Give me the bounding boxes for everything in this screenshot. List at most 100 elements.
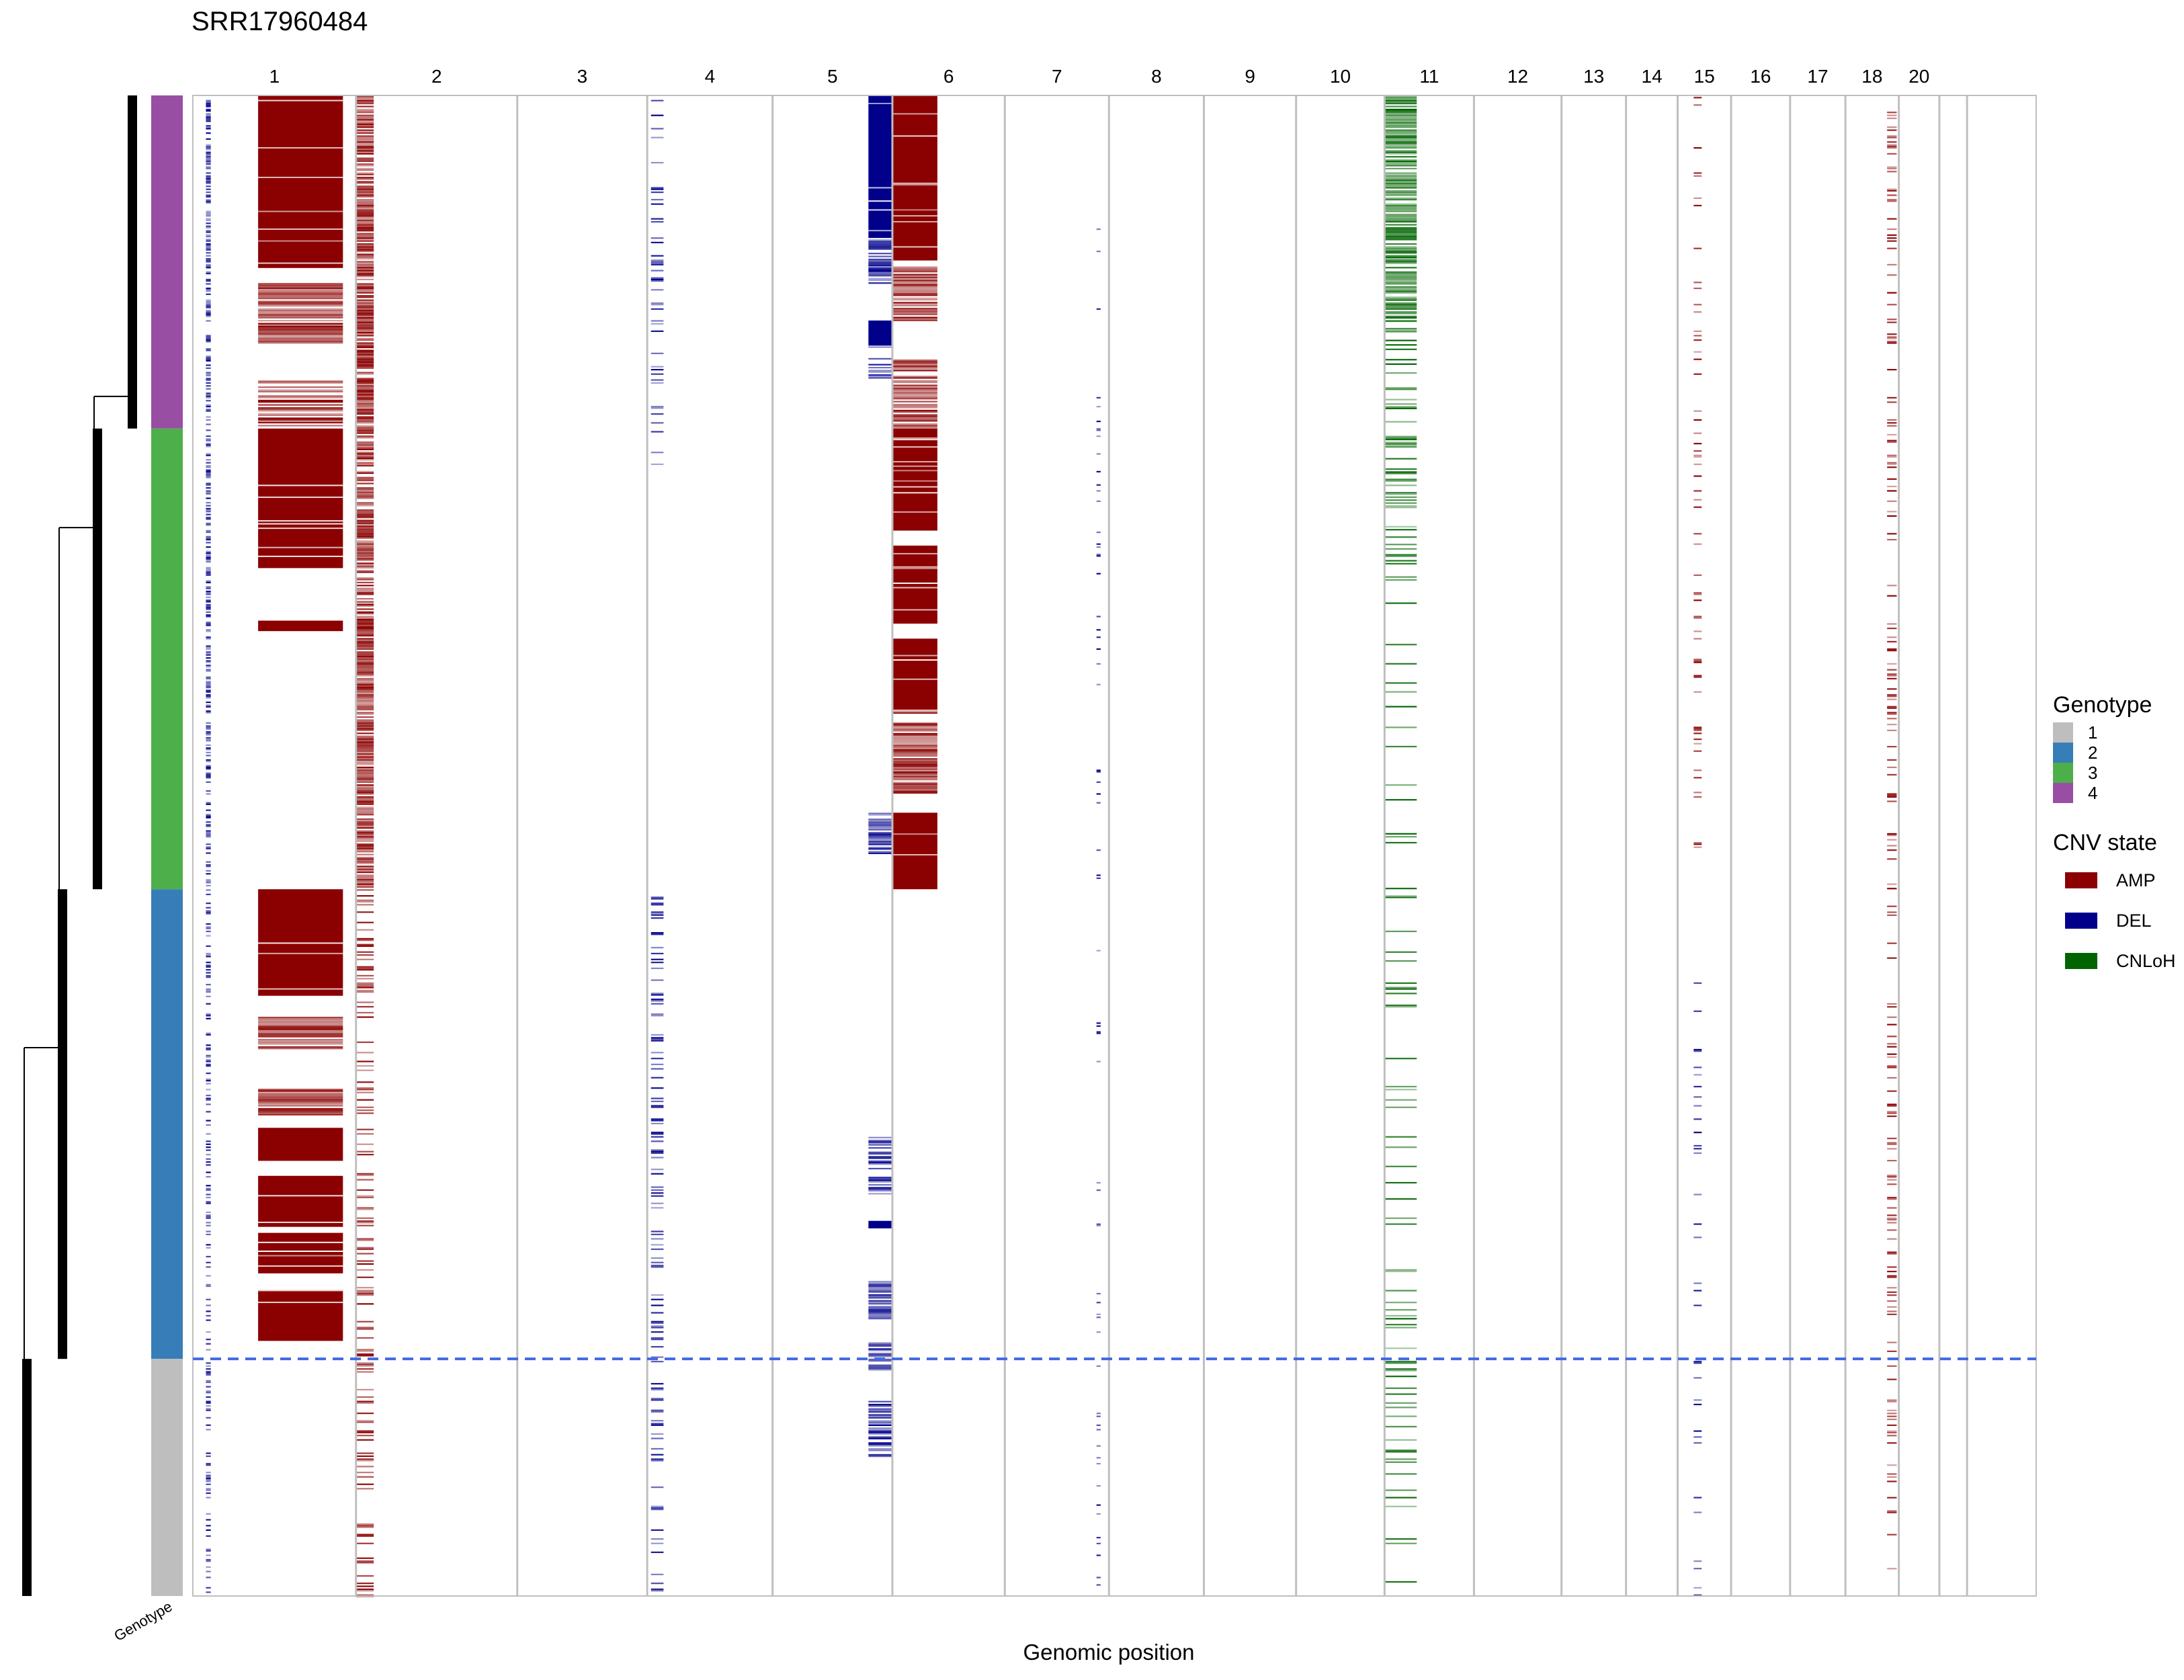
cnv-stripe: [650, 1409, 664, 1411]
cnv-stripe: [206, 1525, 211, 1527]
cnv-stripe: [206, 759, 211, 761]
cnv-stripe: [258, 1023, 343, 1026]
cnv-stripe: [1693, 661, 1702, 663]
cnv-stripe: [355, 709, 374, 711]
cnv-stripe: [355, 315, 374, 317]
genotype-annotation-bar: [151, 95, 183, 1596]
cnv-stripe: [1384, 602, 1417, 604]
cnv-stripe: [355, 1368, 374, 1370]
cnv-stripe: [1384, 406, 1417, 408]
cnv-stripe: [868, 261, 892, 263]
cnv-stripe: [650, 1437, 664, 1439]
cnv-stripe: [1384, 1269, 1417, 1271]
cnv-stripe: [1384, 299, 1417, 301]
cnv-stripe: [206, 1176, 211, 1178]
cnv-stripe: [1384, 444, 1417, 446]
cnv-stripe: [206, 406, 211, 408]
cnv-stripe: [868, 1178, 892, 1180]
cnv-stripe: [1384, 304, 1417, 306]
cnv-stripe: [206, 475, 211, 477]
cnv-stripe: [1384, 122, 1417, 124]
cnv-stripe: [355, 713, 374, 715]
cnv-stripe: [1096, 1537, 1101, 1539]
cnv-stripe: [206, 777, 211, 779]
cnv-stripe: [206, 166, 211, 168]
cnv-stripe: [1887, 1238, 1897, 1240]
cnv-stripe: [1384, 576, 1417, 578]
cnv-stripe: [206, 490, 211, 492]
cnv-stripe: [206, 739, 211, 741]
cnv-stripe: [1693, 732, 1702, 734]
cnv-stripe: [355, 837, 374, 839]
cnv-stripe: [650, 304, 664, 306]
cnv-stripe: [650, 452, 664, 454]
cnv-stripe: [206, 339, 211, 341]
cnv-stripe: [650, 199, 664, 201]
cnv-stripe: [206, 160, 211, 162]
cnv-stripe: [1693, 499, 1702, 501]
cnv-stripe: [258, 410, 343, 412]
cnv-stripe: [206, 744, 211, 746]
cnv-stripe: [206, 110, 211, 112]
cnv-stripe: [1384, 386, 1417, 389]
cnv-stripe: [1887, 1198, 1897, 1200]
cnv-stripe: [1384, 507, 1417, 509]
cnv-stripe: [206, 1570, 211, 1572]
cnv-stripe: [1693, 728, 1702, 730]
cnv-stripe: [1887, 194, 1897, 196]
cnv-segment-chr18-amp: [1887, 112, 1897, 1570]
cnv-gap-stripe: [892, 215, 937, 217]
cnv-stripe: [868, 1348, 892, 1350]
cnv-stripe: [206, 1261, 211, 1263]
cnv-stripe: [355, 384, 374, 386]
cnv-stripe: [355, 605, 374, 607]
cnv-stripe: [206, 175, 211, 177]
cnv-stripe: [1887, 456, 1897, 458]
cnv-stripe: [355, 645, 374, 647]
cnv-stripe: [258, 1021, 343, 1023]
cnv-stripe: [206, 234, 211, 236]
cnv-stripe: [355, 347, 374, 349]
cnv-stripe: [355, 157, 374, 159]
cnv-stripe: [892, 769, 937, 771]
cnv-stripe: [355, 755, 374, 757]
cnv-stripe: [206, 691, 211, 693]
cnv-stripe: [892, 403, 937, 406]
cnv-stripe: [650, 221, 664, 223]
cnv-stripe: [650, 1133, 664, 1135]
cnv-stripe: [650, 913, 664, 915]
cnv-stripe: [650, 1266, 664, 1268]
cnv-stripe: [206, 439, 211, 442]
cnv-stripe: [1384, 784, 1417, 786]
cnv-stripe: [355, 592, 374, 594]
legend-label: 4: [2088, 782, 2098, 803]
cnv-stripe: [1096, 1224, 1101, 1226]
cnv-stripe: [355, 876, 374, 878]
cnv-stripe: [355, 395, 374, 397]
cnv-stripe: [1384, 663, 1417, 665]
cnv-stripe: [1887, 369, 1897, 371]
cnv-stripe: [206, 1065, 211, 1067]
cnv-stripe: [1693, 616, 1702, 618]
cnv-stripe: [355, 527, 374, 529]
cnv-stripe: [355, 984, 374, 986]
cnv-stripe: [868, 1297, 892, 1299]
cnv-stripe: [1384, 230, 1417, 232]
cnv-stripe: [892, 381, 937, 384]
cnv-stripe: [258, 419, 343, 421]
cnv-stripe: [1384, 306, 1417, 308]
cnv-stripe: [1887, 485, 1897, 487]
cnv-stripe: [355, 1081, 374, 1083]
cnv-stripe: [206, 1365, 211, 1367]
cnv-stripe: [206, 273, 211, 275]
cnv-stripe: [868, 1306, 892, 1308]
cnv-stripe: [650, 366, 664, 368]
cnv-stripe: [206, 200, 211, 202]
cnv-stripe: [206, 446, 211, 448]
cnv-stripe: [258, 317, 343, 319]
cnv-stripe: [355, 237, 374, 239]
cnv-stripe: [892, 370, 937, 372]
cnv-stripe: [206, 502, 211, 504]
cnv-stripe: [650, 999, 664, 1001]
cnv-stripe: [206, 1452, 211, 1454]
